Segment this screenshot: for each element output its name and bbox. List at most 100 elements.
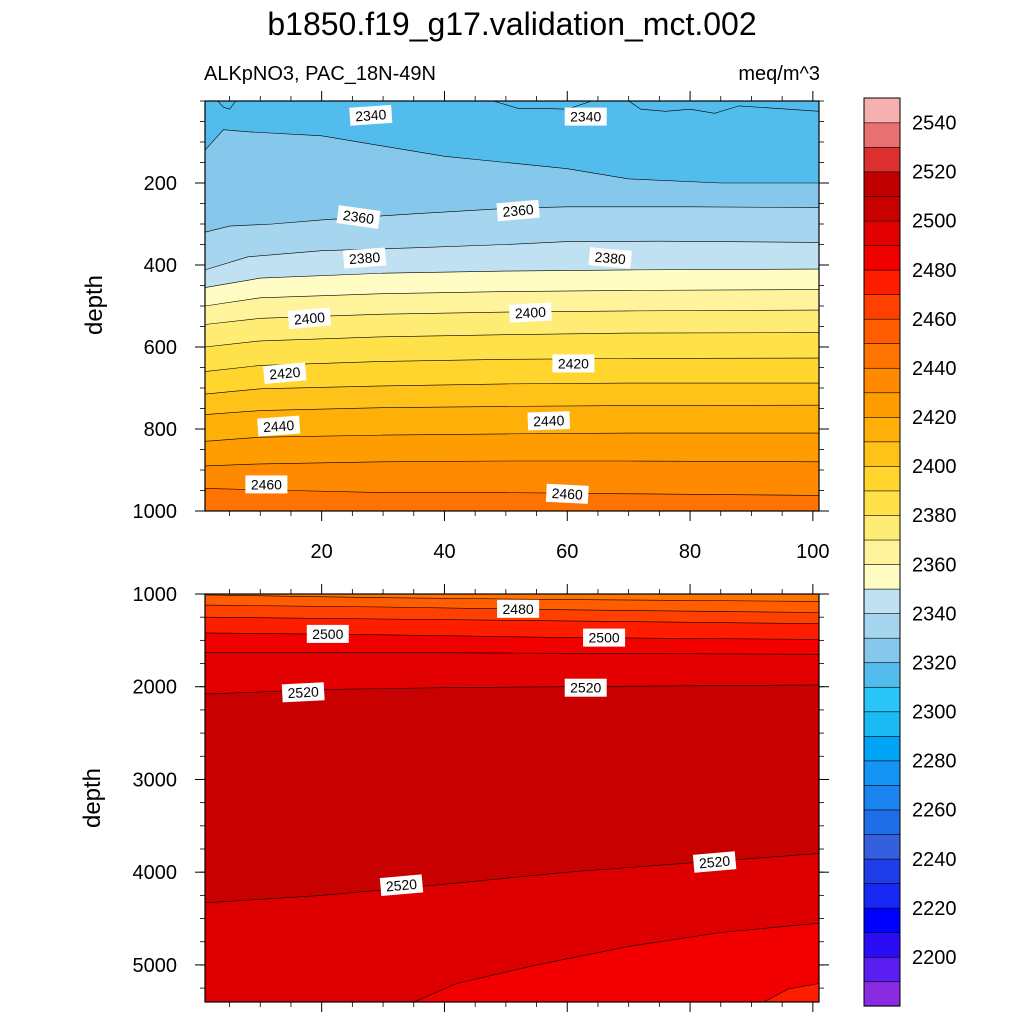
contour-label: 2460 [545, 483, 589, 504]
y-tick-label: 5000 [133, 955, 178, 977]
contour-label-text: 2460 [251, 476, 282, 492]
colorbar-label: 2420 [912, 407, 957, 429]
contour-label-text: 2500 [589, 630, 620, 646]
contour-label-text: 2380 [594, 249, 627, 268]
colorbar-swatch [863, 760, 901, 786]
colorbar-label: 2340 [912, 603, 957, 625]
colorbar-label: 2360 [912, 554, 957, 576]
upper-ylabel: depth [81, 275, 108, 335]
colorbar-swatch [863, 392, 901, 418]
y-tick-label: 4000 [133, 862, 178, 884]
contour-line-2390 [205, 309, 819, 325]
colorbar-swatch [863, 269, 901, 295]
contour-line-2410 [205, 357, 819, 372]
colorbar-swatch [863, 882, 901, 909]
colorbar-swatch [863, 932, 901, 958]
colorbar-swatch [863, 637, 901, 664]
contour-label: 2460 [245, 475, 288, 494]
contour-label: 2440 [257, 415, 301, 437]
colorbar-swatch [863, 171, 901, 197]
colorbar-swatch [863, 563, 901, 590]
colorbar-swatch [863, 490, 901, 516]
colorbar-label: 2400 [912, 456, 957, 478]
lower-panel: 2480 2500 2500 2520 2520 2520 2520 1000 2000 3000… [133, 584, 829, 1012]
colorbar-frame [863, 97, 901, 1007]
colorbar-swatch [863, 956, 901, 983]
colorbar-label: 2380 [912, 505, 957, 527]
colorbar-label: 2520 [912, 162, 957, 184]
colorbar-swatch [863, 784, 901, 811]
colorbar-swatch [863, 416, 901, 443]
colorbar-label: 2540 [912, 113, 957, 135]
contour-label: 2520 [564, 678, 607, 697]
colorbar-label: 2260 [912, 800, 957, 822]
contour-label: 2520 [379, 874, 424, 896]
contour-line-2510 [413, 922, 819, 1002]
contour-line-2400 [205, 332, 819, 348]
y-tick-label: 1000 [133, 584, 178, 606]
y-tick-label: 1000 [133, 501, 178, 523]
contour-label-text: 2340 [570, 109, 601, 125]
x-tick-label: 60 [556, 541, 578, 563]
contour-label-text: 2420 [558, 355, 589, 371]
x-tick-label: 80 [679, 541, 701, 563]
contour-label: 2420 [552, 354, 595, 373]
colorbar-swatch [863, 244, 901, 271]
contour-label: 2340 [349, 104, 393, 126]
colorbar-label: 2320 [912, 652, 957, 674]
contour-line-2360 [205, 240, 819, 271]
colorbar-swatch [863, 97, 901, 124]
colorbar-swatch [863, 809, 901, 835]
contour-label: 2500 [306, 624, 349, 643]
contour-label-text: 2420 [269, 364, 302, 383]
colorbar-swatch [863, 686, 901, 713]
contour-label: 2380 [588, 247, 632, 269]
right-subtitle: meq/m^3 [738, 63, 820, 85]
colorbar-label: 2440 [912, 358, 957, 380]
contour-label: 2380 [343, 247, 387, 269]
colorbar-swatch [863, 343, 901, 369]
colorbar-label: 2280 [912, 751, 957, 773]
y-tick-label: 600 [144, 337, 177, 359]
colorbar-label: 2240 [912, 849, 957, 871]
contour-label-text: 2520 [385, 876, 418, 895]
colorbar-swatch [863, 146, 901, 173]
colorbar-swatch [863, 539, 901, 565]
contour-label-text: 2440 [533, 412, 565, 429]
contour-label-text: 2460 [551, 485, 583, 503]
plot-frame [204, 593, 820, 1003]
contour-line-2470 [205, 594, 819, 602]
contour-label-text: 2380 [349, 249, 381, 267]
contour-label-text: 2340 [355, 106, 387, 124]
contour-label: 2360 [496, 199, 540, 222]
contour-label: 2500 [583, 628, 626, 647]
colorbar-label: 2460 [912, 309, 957, 331]
contour-line-2340 [205, 129, 819, 184]
colorbar-label: 2220 [912, 898, 957, 920]
colorbar-swatch [863, 735, 901, 762]
contour-label-text: 2440 [263, 417, 295, 435]
left-subtitle: ALKpNO3, PAC_18N-49N [204, 63, 436, 85]
x-tick-label: 20 [311, 541, 333, 563]
y-tick-label: 3000 [133, 769, 178, 791]
contour-label-text: 2500 [312, 626, 343, 642]
contour-line-2370 [205, 268, 819, 288]
contour-line-2490 [205, 616, 819, 624]
contour-label-text: 2520 [698, 853, 731, 872]
contour-line-2430 [205, 404, 819, 415]
colorbar-swatch [863, 195, 901, 222]
figure-title: b1850.f19_g17.validation_mct.002 [267, 6, 756, 42]
contour-line-2440 [205, 432, 819, 442]
colorbar-swatch [863, 858, 901, 884]
colorbar-label: 2500 [912, 211, 957, 233]
contour-line-2500 [763, 983, 819, 1002]
contour-line-2480 [205, 604, 819, 613]
y-tick-label: 800 [144, 419, 177, 441]
colorbar-swatch [863, 981, 901, 1007]
contour-label-text: 2360 [502, 201, 535, 220]
colorbar-swatch [863, 833, 901, 860]
colorbar-swatch [863, 613, 901, 639]
contour-label-text: 2400 [514, 304, 546, 322]
contour-label-text: 2520 [287, 683, 319, 701]
